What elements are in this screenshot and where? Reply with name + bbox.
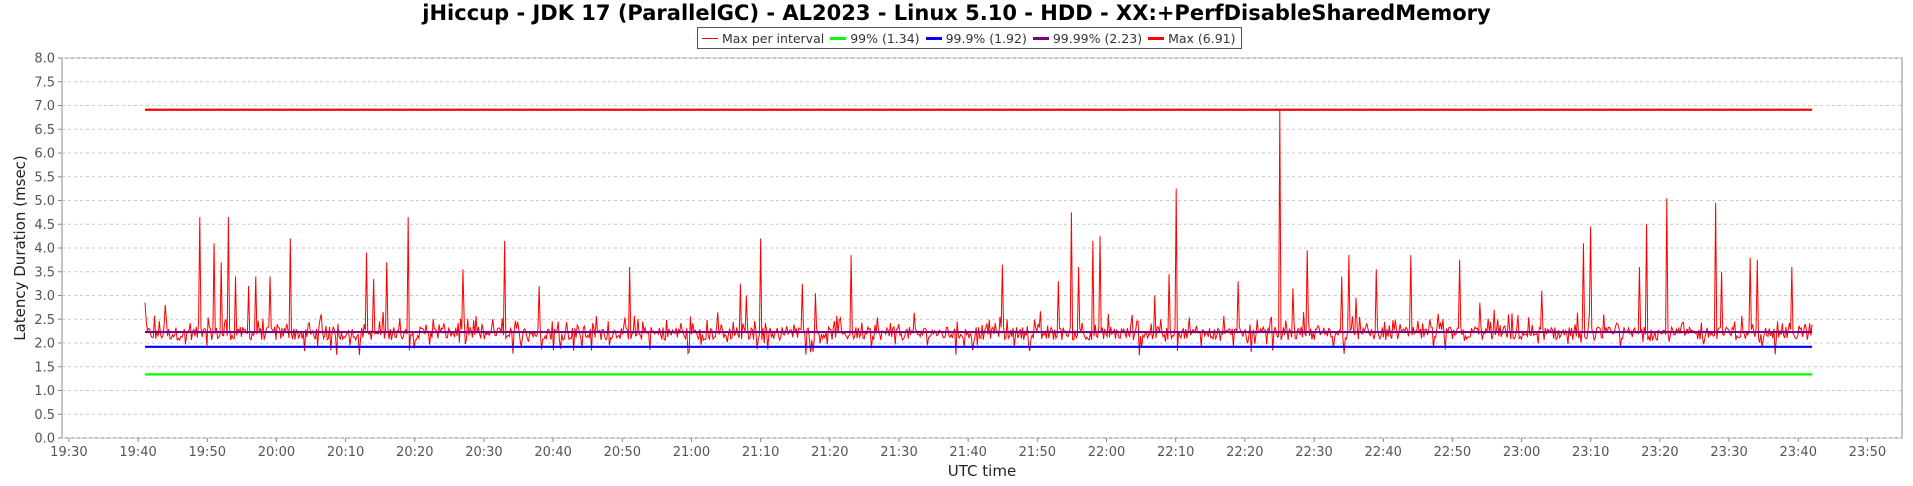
- x-tick-label: 20:30: [465, 445, 502, 460]
- axis-layer: 0.0 0.5 1.0 1.5 2.0 2.5 3.0 3.5 4.0 4.5 5.0 5.5 6.0 6…: [34, 52, 1886, 461]
- y-tick-label: 5.5: [34, 170, 55, 185]
- x-tick-label: 20:50: [604, 445, 641, 460]
- y-tick-label: 2.5: [34, 313, 55, 328]
- x-tick-label: 23:50: [1849, 445, 1886, 460]
- legend-swatch-p99: [830, 36, 847, 40]
- x-tick-label: 20:40: [534, 445, 571, 460]
- series-layer: [144, 108, 1813, 376]
- y-tick-label: 1.0: [34, 384, 55, 399]
- legend-entry-max: Max (6.91): [1148, 31, 1235, 46]
- y-tick-label: 3.0: [34, 289, 55, 304]
- y-tick-label: 2.0: [34, 337, 55, 352]
- y-tick-label: 1.5: [34, 360, 55, 375]
- x-tick-label: 20:00: [258, 445, 295, 460]
- y-axis-title: Latency Duration (msec): [11, 155, 29, 341]
- legend-entry-p999: 99.9% (1.92): [925, 30, 1027, 46]
- legend-label-p9999: 99.99% (2.23): [1052, 30, 1143, 46]
- y-tick-label: 6.0: [34, 147, 55, 162]
- y-tick-label: 3.5: [34, 265, 55, 280]
- y-tick-label: 0.0: [34, 432, 55, 447]
- x-tick-label: 22:20: [1226, 445, 1263, 460]
- y-tick-label: 7.0: [34, 99, 55, 114]
- x-tick-label: 21:00: [673, 445, 710, 460]
- legend-entry-p9999: 99.99% (2.23): [1032, 30, 1143, 46]
- chart-title: jHiccup - JDK 17 (ParallelGC) - AL2023 -…: [422, 1, 1491, 25]
- legend-label-p99: 99% (1.34): [850, 30, 920, 46]
- series-max-per-interval-line: [144, 109, 1813, 356]
- x-tick-label: 19:40: [119, 445, 156, 460]
- y-tick-label: 5.0: [34, 194, 55, 209]
- x-tick-label: 23:40: [1780, 445, 1817, 460]
- x-tick-label: 22:10: [1157, 445, 1194, 460]
- legend-swatch-p999: [925, 36, 942, 40]
- y-tick-label: 6.5: [34, 123, 55, 138]
- y-tick-label: 4.0: [34, 242, 55, 257]
- x-tick-label: 23:20: [1641, 445, 1678, 460]
- x-tick-label: 22:40: [1364, 445, 1401, 460]
- x-tick-label: 22:30: [1295, 445, 1332, 460]
- x-tick-label: 20:20: [396, 445, 433, 460]
- legend-label-max-per-interval: Max per interval: [722, 30, 825, 46]
- x-tick-label: 23:30: [1710, 445, 1747, 460]
- y-tick-label: 7.5: [34, 75, 55, 90]
- legend: Max per interval 99% (1.34) 99.9% (1.92)…: [697, 27, 1243, 49]
- legend-entry-p99: 99% (1.34): [830, 30, 920, 46]
- x-tick-label: 22:50: [1434, 445, 1471, 460]
- legend-label-p999: 99.9% (1.92): [945, 30, 1027, 46]
- x-tick-label: 23:10: [1572, 445, 1609, 460]
- x-tick-label: 23:00: [1503, 445, 1540, 460]
- legend-swatch-max-per-interval: [702, 37, 718, 39]
- grid-layer: [62, 57, 1902, 439]
- x-axis-title: UTC time: [948, 462, 1016, 480]
- x-tick-label: 19:30: [50, 445, 87, 460]
- legend-label-max: Max (6.91): [1168, 30, 1236, 46]
- legend-entry-max-per-interval: Max per interval: [702, 31, 824, 46]
- x-tick-label: 22:00: [1088, 445, 1125, 460]
- x-tick-label: 21:40: [949, 445, 986, 460]
- y-tick-label: 0.5: [34, 408, 55, 423]
- legend-swatch-max: [1148, 36, 1165, 40]
- x-tick-label: 21:10: [742, 445, 779, 460]
- y-tick-label: 8.0: [34, 52, 55, 67]
- x-tick-label: 21:30: [880, 445, 917, 460]
- y-tick-label: 4.5: [34, 218, 55, 233]
- x-tick-label: 20:10: [327, 445, 364, 460]
- x-tick-label: 21:20: [811, 445, 848, 460]
- legend-swatch-p9999: [1032, 36, 1049, 40]
- x-tick-label: 21:50: [1019, 445, 1056, 460]
- x-tick-label: 19:50: [189, 445, 226, 460]
